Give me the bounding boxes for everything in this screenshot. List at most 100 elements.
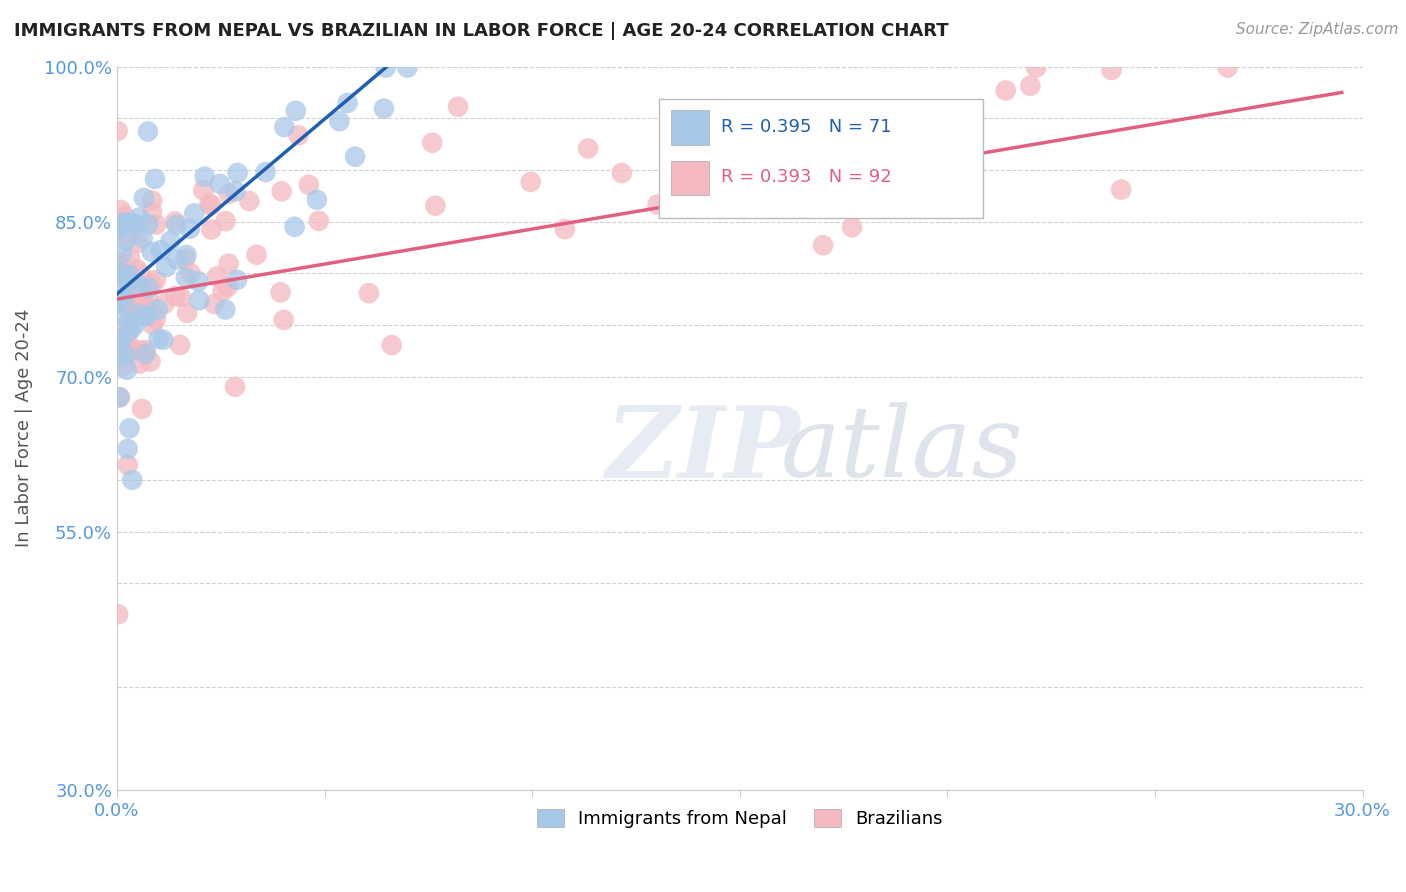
Point — [142, 318, 165, 332]
Point — [134, 310, 156, 324]
Point — [120, 215, 142, 229]
Point — [118, 338, 141, 352]
Point — [112, 217, 135, 231]
Point — [169, 338, 191, 352]
Point — [238, 194, 260, 208]
Point — [610, 166, 633, 180]
Point — [108, 390, 131, 404]
Point — [110, 202, 132, 217]
Point — [108, 349, 131, 363]
Point — [155, 260, 177, 275]
Point — [118, 343, 141, 357]
Point — [107, 215, 129, 229]
Point — [107, 297, 129, 311]
Point — [214, 214, 236, 228]
Y-axis label: In Labor Force | Age 20-24: In Labor Force | Age 20-24 — [15, 309, 32, 548]
Point — [202, 297, 225, 311]
Point — [905, 142, 928, 156]
Point — [141, 205, 163, 219]
Point — [115, 363, 138, 377]
Point — [211, 284, 233, 298]
Point — [176, 306, 198, 320]
Point — [124, 318, 146, 332]
Point — [111, 359, 134, 374]
Point — [226, 273, 249, 287]
Point — [298, 178, 321, 192]
Point — [127, 235, 149, 250]
Point — [125, 283, 148, 297]
FancyBboxPatch shape — [671, 110, 709, 145]
Point — [148, 332, 170, 346]
Point — [108, 390, 131, 404]
Point — [128, 343, 150, 358]
Point — [159, 234, 181, 248]
Point — [132, 191, 155, 205]
Point — [678, 192, 700, 206]
Point — [117, 293, 139, 307]
Point — [107, 265, 129, 279]
Text: R = 0.395   N = 71: R = 0.395 N = 71 — [721, 118, 891, 136]
Text: R = 0.393   N = 92: R = 0.393 N = 92 — [721, 169, 891, 186]
Point — [166, 218, 188, 232]
Point — [120, 323, 142, 337]
Point — [224, 380, 246, 394]
Legend: Immigrants from Nepal, Brazilians: Immigrants from Nepal, Brazilians — [529, 801, 950, 835]
Point — [208, 177, 231, 191]
Point — [647, 197, 669, 211]
Point — [117, 326, 139, 340]
Point — [136, 124, 159, 138]
Point — [270, 184, 292, 198]
Point — [118, 251, 141, 265]
Point — [273, 120, 295, 134]
Point — [115, 234, 138, 248]
Point — [115, 348, 138, 362]
Point — [139, 354, 162, 368]
Point — [111, 331, 134, 345]
Point — [115, 300, 138, 314]
Point — [129, 303, 152, 318]
Point — [373, 102, 395, 116]
Point — [1025, 61, 1047, 75]
Point — [245, 248, 267, 262]
Point — [179, 221, 201, 235]
Point — [217, 280, 239, 294]
Point — [519, 175, 541, 189]
Point — [284, 103, 307, 118]
Text: ZIP: ZIP — [605, 401, 800, 499]
FancyBboxPatch shape — [659, 99, 983, 219]
Point — [420, 136, 443, 150]
Point — [107, 308, 129, 322]
Point — [114, 209, 136, 223]
Point — [111, 267, 134, 281]
Point — [554, 222, 576, 236]
Point — [273, 313, 295, 327]
Point — [224, 184, 246, 198]
Point — [152, 333, 174, 347]
Point — [128, 211, 150, 225]
Point — [131, 231, 153, 245]
Point — [381, 338, 404, 352]
Point — [141, 277, 163, 292]
Point — [153, 297, 176, 311]
Point — [135, 309, 157, 323]
Point — [127, 307, 149, 321]
Point — [1019, 78, 1042, 93]
Point — [111, 332, 134, 346]
Point — [187, 274, 209, 288]
Point — [114, 291, 136, 305]
Point — [110, 293, 132, 308]
Point — [226, 166, 249, 180]
Point — [174, 270, 197, 285]
Point — [305, 193, 328, 207]
Point — [131, 401, 153, 416]
Text: atlas: atlas — [780, 402, 1024, 498]
Point — [308, 214, 330, 228]
FancyBboxPatch shape — [671, 161, 709, 195]
Point — [188, 293, 211, 308]
Point — [425, 199, 447, 213]
Point — [107, 607, 129, 622]
Point — [165, 214, 187, 228]
Point — [112, 216, 135, 230]
Point — [107, 219, 129, 234]
Text: Source: ZipAtlas.com: Source: ZipAtlas.com — [1236, 22, 1399, 37]
